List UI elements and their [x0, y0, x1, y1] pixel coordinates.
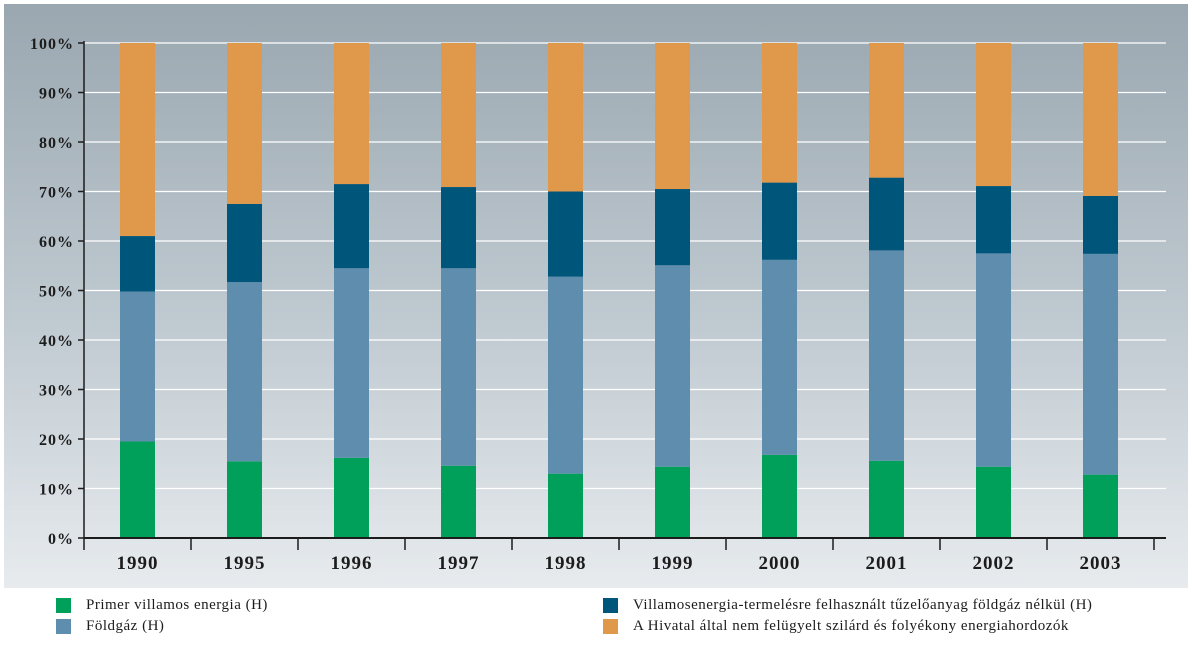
x-tick-label: 1999	[652, 553, 694, 574]
bar-segment-1997-series-1	[441, 268, 476, 466]
x-tick-label: 1998	[545, 553, 587, 574]
bar-segment-1990-series-2	[120, 236, 155, 292]
x-tick-label: 1996	[331, 553, 373, 574]
bar-segment-2002-series-0	[976, 466, 1011, 538]
bar-segment-1996-series-3	[334, 43, 369, 185]
bar-segment-1997-series-2	[441, 187, 476, 269]
bar-segment-1996-series-2	[334, 184, 369, 269]
legend-label-szilard-folyekony: A Hivatal által nem felügyelt szilárd és…	[633, 617, 1069, 634]
bar-segment-2000-series-1	[762, 259, 797, 455]
y-tick-label: 20%	[39, 432, 74, 449]
bar-segment-2003-series-1	[1083, 253, 1118, 475]
bar-segment-1995-series-1	[227, 282, 262, 462]
legend-label-foldgaz: Földgáz (H)	[86, 617, 165, 634]
legend-swatch-primer-villamos	[56, 597, 71, 613]
bar-segment-2001-series-0	[869, 460, 904, 538]
bar-segment-2003-series-0	[1083, 474, 1118, 538]
bar-segment-1996-series-1	[334, 268, 369, 458]
legend-swatch-villamosenergia-termeles	[603, 597, 618, 613]
y-tick-label: 40%	[39, 333, 74, 350]
bar-segment-2001-series-2	[869, 177, 904, 251]
bar-segment-2000-series-0	[762, 454, 797, 538]
bar-segment-2002-series-2	[976, 186, 1011, 254]
bar-segment-2000-series-3	[762, 43, 797, 183]
legend-item-foldgaz: Földgáz (H)	[56, 615, 164, 637]
legend-item-villamosenergia-termeles: Villamosenergia-termelésre felhasznált t…	[603, 594, 1092, 616]
y-tick-label: 60%	[39, 234, 74, 251]
stacked-bar-chart: 0% 10% 20% 30% 40% 50% 60% 70% 80% 90% 100% 1990 199…	[30, 36, 1166, 574]
bar-segment-2002-series-3	[976, 43, 1011, 187]
y-tick-label: 10%	[39, 482, 74, 499]
bar-segment-1990-series-3	[120, 43, 155, 237]
bar-segment-1999-series-1	[655, 265, 690, 467]
bar-segment-1999-series-3	[655, 43, 690, 190]
legend-swatch-szilard-folyekony	[603, 618, 618, 634]
x-tick-label: 1995	[224, 553, 266, 574]
bar-segment-2003-series-2	[1083, 195, 1118, 254]
bar-segment-1998-series-2	[548, 191, 583, 277]
bar-segment-1997-series-3	[441, 43, 476, 188]
y-tick-label: 30%	[39, 383, 74, 400]
bar-segment-1990-series-0	[120, 441, 155, 538]
y-tick-label: 0%	[48, 531, 74, 548]
y-tick-label: 50%	[39, 284, 74, 301]
x-tick-label: 2000	[759, 553, 801, 574]
bar-segment-1998-series-3	[548, 43, 583, 192]
bar-segment-2000-series-2	[762, 182, 797, 260]
x-tick-label: 1990	[117, 553, 159, 574]
bar-segment-1999-series-2	[655, 189, 690, 266]
legend: Primer villamos energia (H) Földgáz (H) …	[0, 590, 1192, 660]
y-tick-label: 70%	[39, 185, 74, 202]
bar-segment-2001-series-1	[869, 250, 904, 461]
bar-segment-1995-series-0	[227, 461, 262, 538]
bar-segment-1998-series-1	[548, 276, 583, 474]
legend-label-villamosenergia-termeles: Villamosenergia-termelésre felhasznált t…	[633, 596, 1093, 613]
y-tick-label: 90%	[39, 86, 74, 103]
x-tick-label: 1997	[438, 553, 480, 574]
bar-segment-1998-series-0	[548, 473, 583, 538]
bar-segment-1999-series-0	[655, 466, 690, 538]
bar-segment-2003-series-3	[1083, 43, 1118, 196]
bar-segment-2001-series-3	[869, 43, 904, 178]
x-tick-label: 2001	[866, 553, 908, 574]
x-tick-label: 2002	[973, 553, 1015, 574]
bar-segment-1996-series-0	[334, 457, 369, 538]
bar-segment-1995-series-3	[227, 43, 262, 204]
y-tick-label: 80%	[39, 135, 74, 152]
bar-segment-2002-series-1	[976, 253, 1011, 467]
bar-segment-1997-series-0	[441, 465, 476, 538]
legend-item-szilard-folyekony: A Hivatal által nem felügyelt szilárd és…	[603, 615, 1069, 637]
bar-segment-1995-series-2	[227, 203, 262, 283]
legend-label-primer-villamos: Primer villamos energia (H)	[86, 596, 268, 613]
x-tick-label: 2003	[1080, 553, 1122, 574]
y-tick-label: 100%	[30, 36, 74, 53]
legend-swatch-foldgaz	[56, 618, 71, 634]
legend-item-primer-villamos: Primer villamos energia (H)	[56, 594, 268, 616]
bar-segment-1990-series-1	[120, 291, 155, 442]
